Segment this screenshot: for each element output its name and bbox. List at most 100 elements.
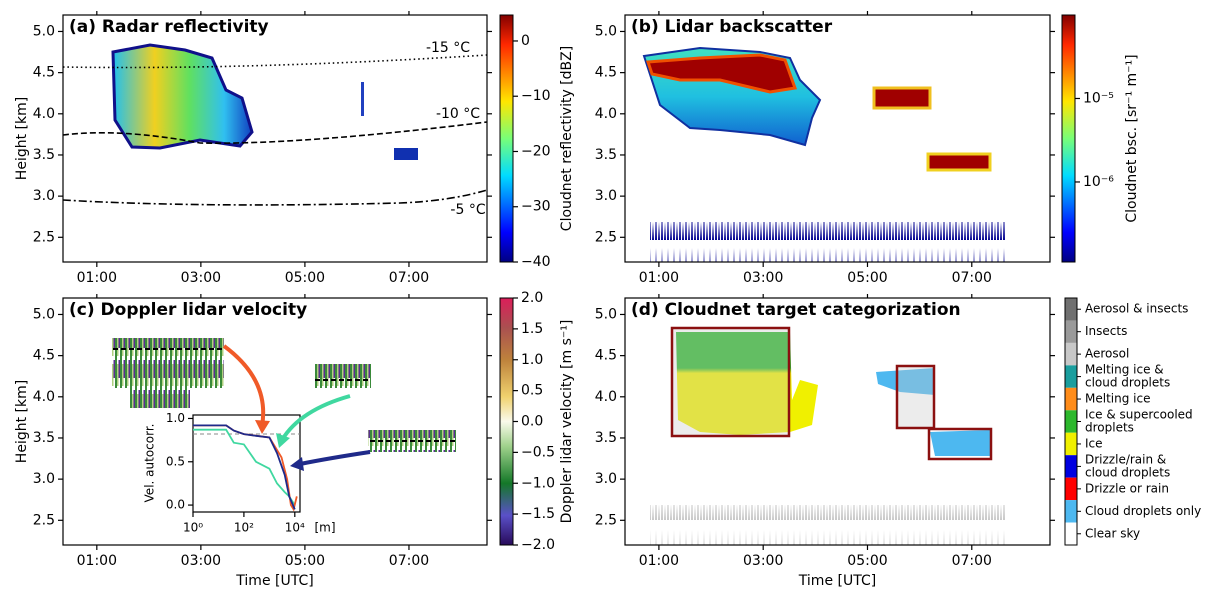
y-tick-label: 3.0	[33, 471, 55, 487]
x-tick-label: 10⁴	[285, 521, 305, 535]
x-tick-label: 03:00	[743, 553, 783, 569]
x-tick-label: 03:00	[181, 270, 221, 286]
x-tick-label: 01:00	[639, 270, 679, 286]
y-tick-label: 3.5	[33, 147, 55, 163]
category-swatch	[1065, 500, 1077, 523]
plot-frame	[62, 14, 488, 263]
category-label: Melting ice &	[1085, 363, 1164, 377]
x-axis-label: Time [UTC]	[235, 573, 313, 589]
category-swatch	[1065, 455, 1077, 478]
categorization	[930, 430, 990, 456]
y-tick-label: 2.5	[33, 512, 55, 528]
x-tick-label: 05:00	[847, 270, 887, 286]
y-tick-label: 2.5	[33, 229, 55, 245]
panel-title: (d) Cloudnet target categorization	[631, 300, 961, 320]
y-tick-label: 2.5	[595, 229, 617, 245]
category-label: Aerosol	[1085, 347, 1129, 361]
x-tick-label: 05:00	[285, 270, 325, 286]
categorization	[876, 368, 935, 395]
category-label: Melting ice	[1085, 392, 1150, 406]
lidar-echo	[926, 152, 992, 172]
y-tick-label: 4.5	[595, 348, 617, 364]
arrow	[280, 394, 351, 442]
category-label: Aerosol & insects	[1085, 302, 1188, 316]
y-tick-label: 4.0	[33, 389, 55, 405]
colorbar-tick-label: 0.5	[521, 383, 543, 399]
inset-x-label: [m]	[314, 521, 335, 535]
category-label: Drizzle/rain &	[1085, 452, 1166, 466]
y-tick-label: 5.0	[33, 23, 55, 39]
y-tick-label: 4.0	[595, 106, 617, 122]
panel-title: (b) Lidar backscatter	[631, 17, 833, 37]
radar-echo	[394, 148, 418, 160]
colorbar-tick-label: 1.5	[521, 321, 543, 337]
colorbar-tick-label: 10⁻⁵	[1083, 90, 1114, 106]
isotherm	[62, 54, 488, 69]
y-axis-label: Height [km]	[14, 380, 30, 463]
panel-title: (c) Doppler lidar velocity	[69, 300, 307, 320]
y-tick-label: 4.5	[595, 65, 617, 81]
colorbar-tick-label: −0.5	[521, 444, 555, 460]
isotherm	[62, 121, 488, 144]
colorbar-tick-label: −1.0	[521, 475, 555, 491]
x-tick-label: 01:00	[639, 553, 679, 569]
category-label: Ice & supercooled	[1085, 408, 1193, 422]
lidar-echo	[645, 53, 798, 94]
colorbar-tick-label: −1.5	[521, 506, 555, 522]
lidar-echo	[872, 86, 932, 110]
y-tick-label: 3.5	[33, 430, 55, 446]
arrows	[222, 344, 371, 471]
arrow-head	[290, 457, 304, 471]
y-tick-label: 4.0	[595, 389, 617, 405]
y-tick-label: 4.0	[33, 106, 55, 122]
radar-echo	[111, 43, 254, 150]
fields	[62, 43, 1006, 545]
axes: 01:00 03:00 05:00 07:00 2.5 3.0 3.5 4.0 4.5 5.0 (a…	[14, 11, 1201, 589]
category-label: Insects	[1085, 324, 1127, 338]
colorbar	[499, 14, 514, 263]
panel-title: (a) Radar reflectivity	[69, 17, 269, 37]
category-swatch	[1065, 365, 1077, 388]
category-swatch	[1065, 387, 1077, 411]
plot-frame	[624, 14, 1051, 263]
colorbar-tick-label: 0	[521, 33, 530, 49]
y-tick-label: 5.0	[595, 23, 617, 39]
colorbar-tick-label: 2.0	[521, 290, 543, 306]
colorbar-tick-label: −10	[521, 88, 551, 104]
plot-frame	[62, 297, 488, 546]
doppler-field	[315, 364, 371, 388]
category-swatch	[1065, 298, 1077, 321]
category-label: Drizzle or rain	[1085, 481, 1169, 495]
highlight-box	[927, 427, 993, 461]
x-tick-label: 03:00	[181, 553, 221, 569]
lidar-aerosol	[650, 222, 1006, 262]
colorbar-tick-label: −2.0	[521, 537, 555, 553]
category-label: Cloud droplets only	[1085, 504, 1201, 518]
x-tick-label: 07:00	[952, 553, 992, 569]
colorbar	[499, 297, 514, 546]
x-axis-label: Time [UTC]	[798, 573, 876, 589]
y-tick-label: 3.0	[595, 471, 617, 487]
y-tick-label: 2.5	[595, 512, 617, 528]
arrow-head	[276, 433, 290, 448]
isotherm-label: -5 °C	[450, 202, 485, 218]
arrow	[299, 450, 371, 466]
x-tick-label: 10⁰	[183, 521, 203, 535]
x-tick-label: 07:00	[952, 270, 992, 286]
autocorr-line	[193, 428, 296, 506]
doppler-field	[130, 388, 190, 408]
colorbar-tick-label: 1.0	[521, 352, 543, 368]
colorbar-label: Cloudnet bsc. [sr⁻¹ m⁻¹]	[1124, 54, 1140, 222]
isotherm-label: -10 °C	[436, 106, 480, 122]
colorbar-label: Cloudnet reflectivity [dBZ]	[559, 46, 575, 231]
isotherm	[62, 189, 488, 206]
doppler-field	[112, 338, 224, 388]
category-label: droplets	[1085, 421, 1134, 435]
category-label: cloud droplets	[1085, 376, 1170, 390]
x-tick-label: 07:00	[389, 553, 429, 569]
arrow	[222, 344, 266, 427]
y-tick-label: 3.5	[595, 147, 617, 163]
colorbar	[1061, 14, 1076, 263]
colorbar-tick-label: −30	[521, 199, 551, 215]
